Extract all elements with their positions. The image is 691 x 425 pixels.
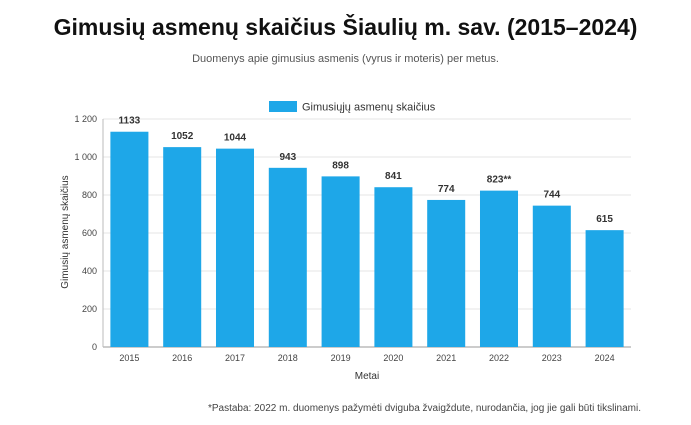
bar (427, 199, 466, 347)
bar-value-label: 943 (279, 152, 296, 163)
legend-label: Gimusiųjų asmenų skaičius (302, 102, 436, 114)
bar (321, 176, 360, 347)
x-tick-label: 2022 (489, 353, 509, 363)
legend: Gimusiųjų asmenų skaičius (269, 101, 436, 114)
bar (585, 230, 624, 347)
y-tick-label: 200 (82, 304, 97, 314)
bar (215, 148, 255, 347)
data-labels: 1133 1052 1044 943 898 841 774 823** 744 615 (119, 116, 614, 225)
bar-value-label: 898 (332, 160, 349, 171)
x-tick-label: 2019 (331, 353, 351, 363)
bars (110, 131, 624, 347)
bar-value-label: 823** (487, 175, 512, 186)
y-tick-label: 1 200 (74, 114, 97, 124)
y-tick-label: 600 (82, 228, 97, 238)
bar (479, 190, 519, 347)
x-tick-label: 2018 (278, 353, 298, 363)
bar-value-label: 1133 (119, 116, 141, 127)
y-tick-label: 400 (82, 266, 97, 276)
x-tick-label: 2015 (119, 353, 139, 363)
x-tick-label: 2017 (225, 353, 245, 363)
bar (532, 205, 571, 347)
bar (110, 131, 149, 347)
axes: 0 200 400 600 800 1 000 1 200 2015 2016 2017 2018 2… (74, 114, 614, 363)
chart-subtitle: Duomenys apie gimusius asmenis (vyrus ir… (192, 53, 499, 65)
x-tick-label: 2020 (383, 353, 403, 363)
legend-swatch (269, 101, 297, 112)
x-tick-label: 2024 (595, 353, 615, 363)
bar-value-label: 1052 (171, 131, 194, 142)
x-tick-label: 2016 (172, 353, 192, 363)
x-tick-label: 2021 (436, 353, 456, 363)
chart-title: Gimusių asmenų skaičius Šiaulių m. sav. … (53, 14, 638, 40)
footnote: *Pastaba: 2022 m. duomenys pažymėti dvig… (207, 403, 641, 414)
bar (163, 147, 202, 347)
x-tick-label: 2023 (542, 353, 562, 363)
y-tick-label: 800 (82, 190, 97, 200)
y-tick-label: 1 000 (74, 152, 97, 162)
bar (268, 167, 307, 347)
bar-value-label: 774 (438, 184, 455, 195)
bar (374, 187, 413, 347)
bar-value-label: 615 (596, 214, 613, 225)
x-axis-label: Metai (355, 371, 379, 382)
y-tick-label: 0 (92, 342, 97, 352)
y-axis-label: Gimusių asmenų skaičius (60, 175, 71, 288)
bar-value-label: 1044 (224, 133, 247, 144)
bar-value-label: 841 (385, 171, 402, 182)
bar-value-label: 744 (543, 190, 560, 201)
